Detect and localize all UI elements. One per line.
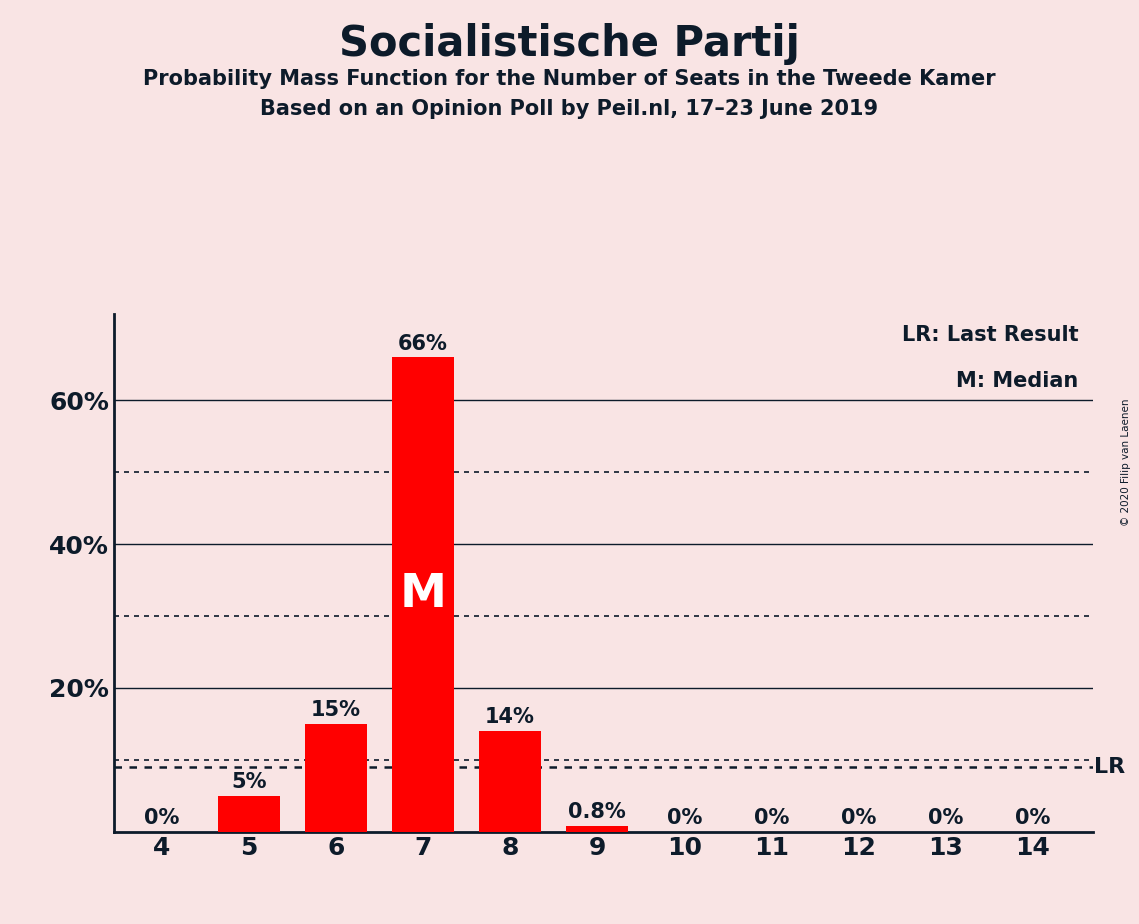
Text: 0%: 0%: [1015, 808, 1050, 828]
Bar: [304, 723, 367, 832]
Bar: [392, 358, 454, 832]
Text: Based on an Opinion Poll by Peil.nl, 17–23 June 2019: Based on an Opinion Poll by Peil.nl, 17–…: [261, 99, 878, 119]
Text: 14%: 14%: [485, 708, 535, 727]
Text: 0%: 0%: [841, 808, 876, 828]
Bar: [566, 826, 629, 832]
Text: © 2020 Filip van Laenen: © 2020 Filip van Laenen: [1121, 398, 1131, 526]
Text: 0%: 0%: [145, 808, 180, 828]
Bar: [218, 796, 280, 832]
Text: LR: Last Result: LR: Last Result: [902, 324, 1079, 345]
Text: 0%: 0%: [928, 808, 964, 828]
Text: 5%: 5%: [231, 772, 267, 792]
Text: 0.8%: 0.8%: [568, 802, 626, 822]
Text: 15%: 15%: [311, 700, 361, 720]
Text: M: Median: M: Median: [957, 371, 1079, 391]
Text: Socialistische Partij: Socialistische Partij: [339, 23, 800, 65]
Text: Probability Mass Function for the Number of Seats in the Tweede Kamer: Probability Mass Function for the Number…: [144, 69, 995, 90]
Bar: [478, 731, 541, 832]
Text: 66%: 66%: [398, 334, 448, 354]
Text: 0%: 0%: [754, 808, 789, 828]
Text: LR: LR: [1095, 757, 1125, 777]
Text: M: M: [400, 572, 446, 617]
Text: 0%: 0%: [666, 808, 702, 828]
